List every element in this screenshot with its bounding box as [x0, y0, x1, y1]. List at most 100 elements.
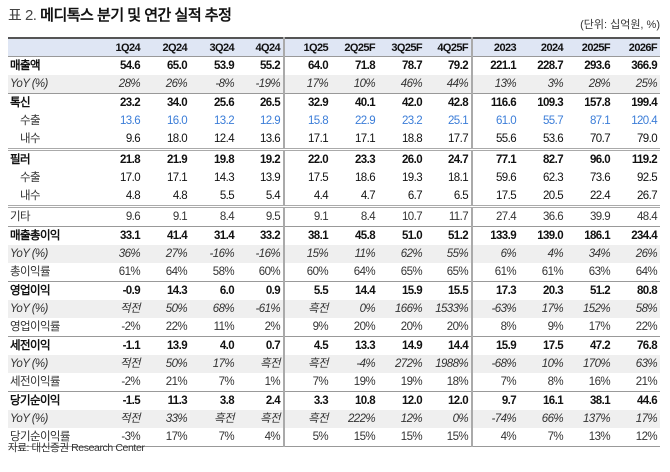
value-cell: 222% [331, 410, 378, 428]
table-row: 수출 17.0 17.1 14.3 13.9 17.5 18.6 19.3 18.1 59.6 62… [8, 169, 660, 187]
value-cell: 10.8 [331, 391, 378, 410]
value-cell: 7% [500, 376, 517, 388]
value-cell: 14.3 [143, 281, 190, 300]
table-row: 내수 4.8 4.8 5.5 5.4 4.4 4.7 6.7 6.5 17.5 20.5 22.4 26… [8, 187, 660, 207]
value-cell: 12.0 [378, 391, 425, 410]
value-cell: 적전 [96, 355, 143, 373]
value-cell: 44% [425, 75, 473, 94]
row-label: 당기순이익률 [8, 428, 96, 447]
value-cell: 5.5 [219, 190, 235, 202]
table-row: 세전이익 -1.1 13.9 4.0 0.7 4.5 13.3 14.9 14.4 15.9 17.… [8, 336, 660, 355]
value-cell: 3% [519, 75, 566, 94]
value-cell: 9.6 [125, 133, 141, 145]
value-cell: 7% [519, 428, 566, 447]
value-cell: 14.4 [425, 336, 473, 355]
value-cell: 적전 [96, 300, 143, 318]
value-cell: 9% [312, 321, 329, 333]
value-cell: -19% [237, 75, 285, 94]
row-label: 내수 [20, 190, 41, 202]
value-cell: 16.0 [167, 115, 188, 127]
value-cell: 20.5 [543, 190, 564, 202]
value-cell: 22.9 [355, 115, 376, 127]
value-cell: 366.9 [613, 56, 660, 75]
earnings-table: 1Q24 2Q24 3Q24 4Q24 1Q25 2Q25F 3Q25F 4Q25F 2023 2… [8, 37, 660, 447]
column-header: 2023 [472, 37, 519, 57]
value-cell: 53.6 [543, 133, 564, 145]
value-cell: 17.5 [496, 190, 517, 202]
row-label: YoY (%) [8, 75, 96, 94]
row-label: YoY (%) [8, 410, 96, 428]
value-cell: 157.8 [566, 93, 613, 112]
value-cell: 3.8 [190, 391, 237, 410]
value-cell: 0% [425, 410, 473, 428]
table-row: YoY (%) 적전 50% 68% -61% 흑전 0% 166% 1533% -63% 17% 1… [8, 300, 660, 318]
value-cell: 27% [143, 245, 190, 263]
value-cell: 26% [143, 75, 190, 94]
value-cell: 25.1 [425, 112, 473, 130]
table-row: YoY (%) 28% 26% -8% -19% 17% 10% 46% 44% 13% 3% 28%… [8, 75, 660, 94]
value-cell: 47.2 [566, 336, 613, 355]
value-cell: 61% [494, 266, 517, 278]
value-cell: -1.5 [96, 391, 143, 410]
value-cell: 9.1 [143, 205, 190, 227]
value-cell: -0.9 [96, 281, 143, 300]
value-cell: 18.8 [402, 133, 423, 145]
row-label: 수출 [20, 115, 41, 127]
table-row: 내수 9.6 18.0 12.4 13.6 17.1 17.1 18.8 17.7 55.6 53.… [8, 130, 660, 150]
column-header: 2Q24 [143, 37, 190, 57]
value-cell: 27.4 [472, 205, 519, 227]
row-label: YoY (%) [8, 300, 96, 318]
table-row: 영업이익률 -2% 22% 11% 2% 9% 20% 20% 20% 8% 9% 17% 22% [8, 318, 660, 337]
row-label: 매출액 [8, 56, 96, 75]
value-cell: -1.1 [96, 336, 143, 355]
value-cell: 19.8 [190, 148, 237, 169]
table-row: YoY (%) 적전 33% 흑전 흑전 흑전 222% 12% 0% -74% 66% 137% 17… [8, 410, 660, 428]
value-cell: 64% [165, 266, 188, 278]
value-cell: 13.2 [214, 115, 235, 127]
value-cell: 92.5 [637, 172, 658, 184]
value-cell: 59.6 [496, 172, 517, 184]
value-cell: 139.0 [519, 226, 566, 245]
value-cell: 15.9 [472, 336, 519, 355]
value-cell: 20% [425, 318, 473, 337]
value-cell: 17% [190, 355, 237, 373]
value-cell: 22% [635, 321, 658, 333]
value-cell: 234.4 [613, 226, 660, 245]
value-cell: 55.2 [237, 56, 285, 75]
value-cell: 17.5 [308, 172, 329, 184]
value-cell: 9% [547, 321, 564, 333]
value-cell: 170% [566, 355, 613, 373]
value-cell: 64% [353, 266, 376, 278]
row-label: 톡신 [8, 93, 96, 112]
value-cell: -16% [190, 245, 237, 263]
value-cell: 20% [400, 321, 423, 333]
value-cell: 66% [519, 410, 566, 428]
value-cell: 흑전 [237, 355, 285, 373]
value-cell: 25.6 [190, 93, 237, 112]
value-cell: 65% [400, 266, 423, 278]
value-cell: 116.6 [472, 93, 519, 112]
column-header: 2025F [566, 37, 613, 57]
value-cell: 26% [613, 245, 660, 263]
value-cell: 70.7 [590, 133, 611, 145]
value-cell: 23.2 [402, 115, 423, 127]
value-cell: 17.0 [120, 172, 141, 184]
value-cell: 228.7 [519, 56, 566, 75]
value-cell: 흑전 [190, 410, 237, 428]
value-cell: 15% [331, 428, 378, 447]
row-label: 영업이익률 [10, 321, 61, 333]
value-cell: 8% [547, 376, 564, 388]
value-cell: 9.1 [284, 205, 331, 227]
value-cell: 17% [613, 410, 660, 428]
value-cell: 11% [213, 321, 235, 333]
value-cell: 50% [143, 300, 190, 318]
value-cell: 51.0 [378, 226, 425, 245]
value-cell: 4.8 [172, 190, 188, 202]
value-cell: 64.0 [284, 56, 331, 75]
value-cell: 54.6 [96, 56, 143, 75]
value-cell: 68% [190, 300, 237, 318]
value-cell: 2.4 [237, 391, 285, 410]
value-cell: 10% [519, 355, 566, 373]
value-cell: 7% [312, 376, 329, 388]
row-label: 당기순이익 [8, 391, 96, 410]
